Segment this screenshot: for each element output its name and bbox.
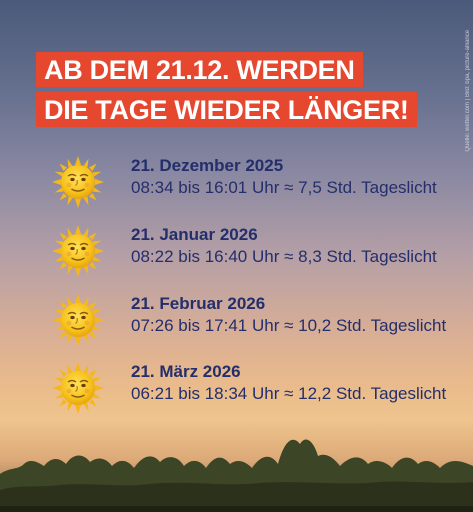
entry-date: 21. Februar 2026: [131, 294, 266, 313]
entry-times: 06:21 bis 18:34 Uhr ≈ 12,2 Std. Tageslic…: [131, 384, 447, 403]
source-credit: Quelle: wetter.com | Bild: bpa, picture-…: [465, 30, 471, 152]
sun-with-face-icon: [52, 362, 104, 414]
daylight-entry-march: 21. März 2026 06:21 bis 18:34 Uhr ≈ 12,2…: [0, 362, 473, 422]
daylight-entry-january: 21. Januar 2026 08:22 bis 16:40 Uhr ≈ 8,…: [0, 225, 473, 285]
sun-with-face-icon: [52, 294, 104, 346]
daylight-entry-december: 21. Dezember 2025 08:34 bis 16:01 Uhr ≈ …: [0, 156, 473, 216]
entry-date: 21. Januar 2026: [131, 225, 258, 244]
entry-date: 21. Dezember 2025: [131, 156, 284, 175]
headline-line-1: AB DEM 21.12. WERDEN: [36, 52, 363, 87]
entry-times: 08:22 bis 16:40 Uhr ≈ 8,3 Std. Tageslich…: [131, 247, 437, 266]
sun-with-face-icon: [52, 225, 104, 277]
headline-line-2: DIE TAGE WIEDER LÄNGER!: [36, 92, 417, 127]
entry-times: 07:26 bis 17:41 Uhr ≈ 10,2 Std. Tageslic…: [131, 316, 447, 335]
entry-date: 21. März 2026: [131, 362, 241, 381]
daylight-entry-february: 21. Februar 2026 07:26 bis 17:41 Uhr ≈ 1…: [0, 294, 473, 354]
sun-with-face-icon: [52, 156, 104, 208]
tree-line-silhouette: [0, 439, 473, 512]
entry-times: 08:34 bis 16:01 Uhr ≈ 7,5 Std. Tageslich…: [131, 178, 437, 197]
